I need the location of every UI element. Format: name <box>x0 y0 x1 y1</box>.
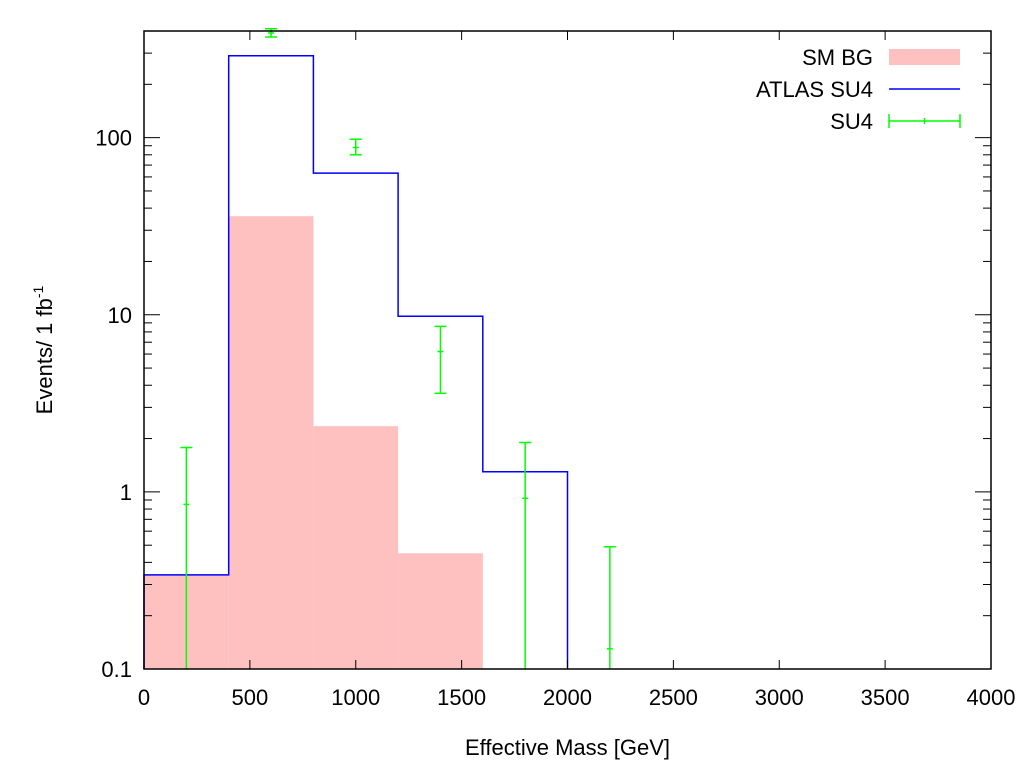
y-axis-label-main: Events/ 1 fb <box>32 298 57 414</box>
y-tick-labels: 0.1 1 10 100 <box>95 126 132 682</box>
y-axis-label: Events/ 1 fb-1 <box>30 285 57 414</box>
legend-label-0: SM BG <box>802 45 873 70</box>
su4-point-5 <box>603 546 616 669</box>
su4-point-2 <box>349 138 362 156</box>
x-tick-label-8: 4000 <box>967 685 1016 710</box>
x-tick-label-4: 2000 <box>543 685 592 710</box>
atlas-su4-step-line <box>143 54 569 669</box>
y-tick-label-3: 100 <box>95 126 132 151</box>
su4-point-4 <box>519 441 532 669</box>
x-tick-label-6: 3000 <box>755 685 804 710</box>
legend: SM BG ATLAS SU4 SU4 <box>756 45 961 134</box>
y-axis-label-sup: -1 <box>30 285 46 298</box>
x-tick-label-0: 0 <box>138 685 150 710</box>
su4-point-3 <box>434 325 447 395</box>
sm-bg-bars <box>144 216 483 670</box>
x-tick-labels: 0 500 1000 1500 2000 2500 3000 3500 4000 <box>138 685 1016 710</box>
atlas-su4-step-path <box>143 54 569 669</box>
legend-label-2: SU4 <box>830 109 873 134</box>
su4-errorbars <box>180 27 616 669</box>
plot-frame <box>143 30 992 670</box>
x-tick-label-3: 1500 <box>437 685 486 710</box>
sm-bg-bar-2 <box>313 426 399 669</box>
x-tick-label-1: 500 <box>232 685 269 710</box>
y-tick-label-0: 0.1 <box>101 657 132 682</box>
x-axis-label: Effective Mass [GeV] <box>465 735 670 760</box>
y-tick-label-2: 10 <box>108 303 132 328</box>
x-tick-label-2: 1000 <box>331 685 380 710</box>
x-tick-label-5: 2500 <box>649 685 698 710</box>
sm-bg-bar-1 <box>228 216 314 670</box>
legend-key-sm-bg <box>889 49 960 65</box>
legend-label-1: ATLAS SU4 <box>756 77 873 102</box>
su4-point-1 <box>265 27 278 38</box>
y-tick-label-1: 1 <box>120 480 132 505</box>
x-tick-label-7: 3500 <box>861 685 910 710</box>
su4-point-0 <box>180 446 193 669</box>
sm-bg-bar-3 <box>398 553 483 669</box>
legend-key-su4 <box>888 114 961 128</box>
